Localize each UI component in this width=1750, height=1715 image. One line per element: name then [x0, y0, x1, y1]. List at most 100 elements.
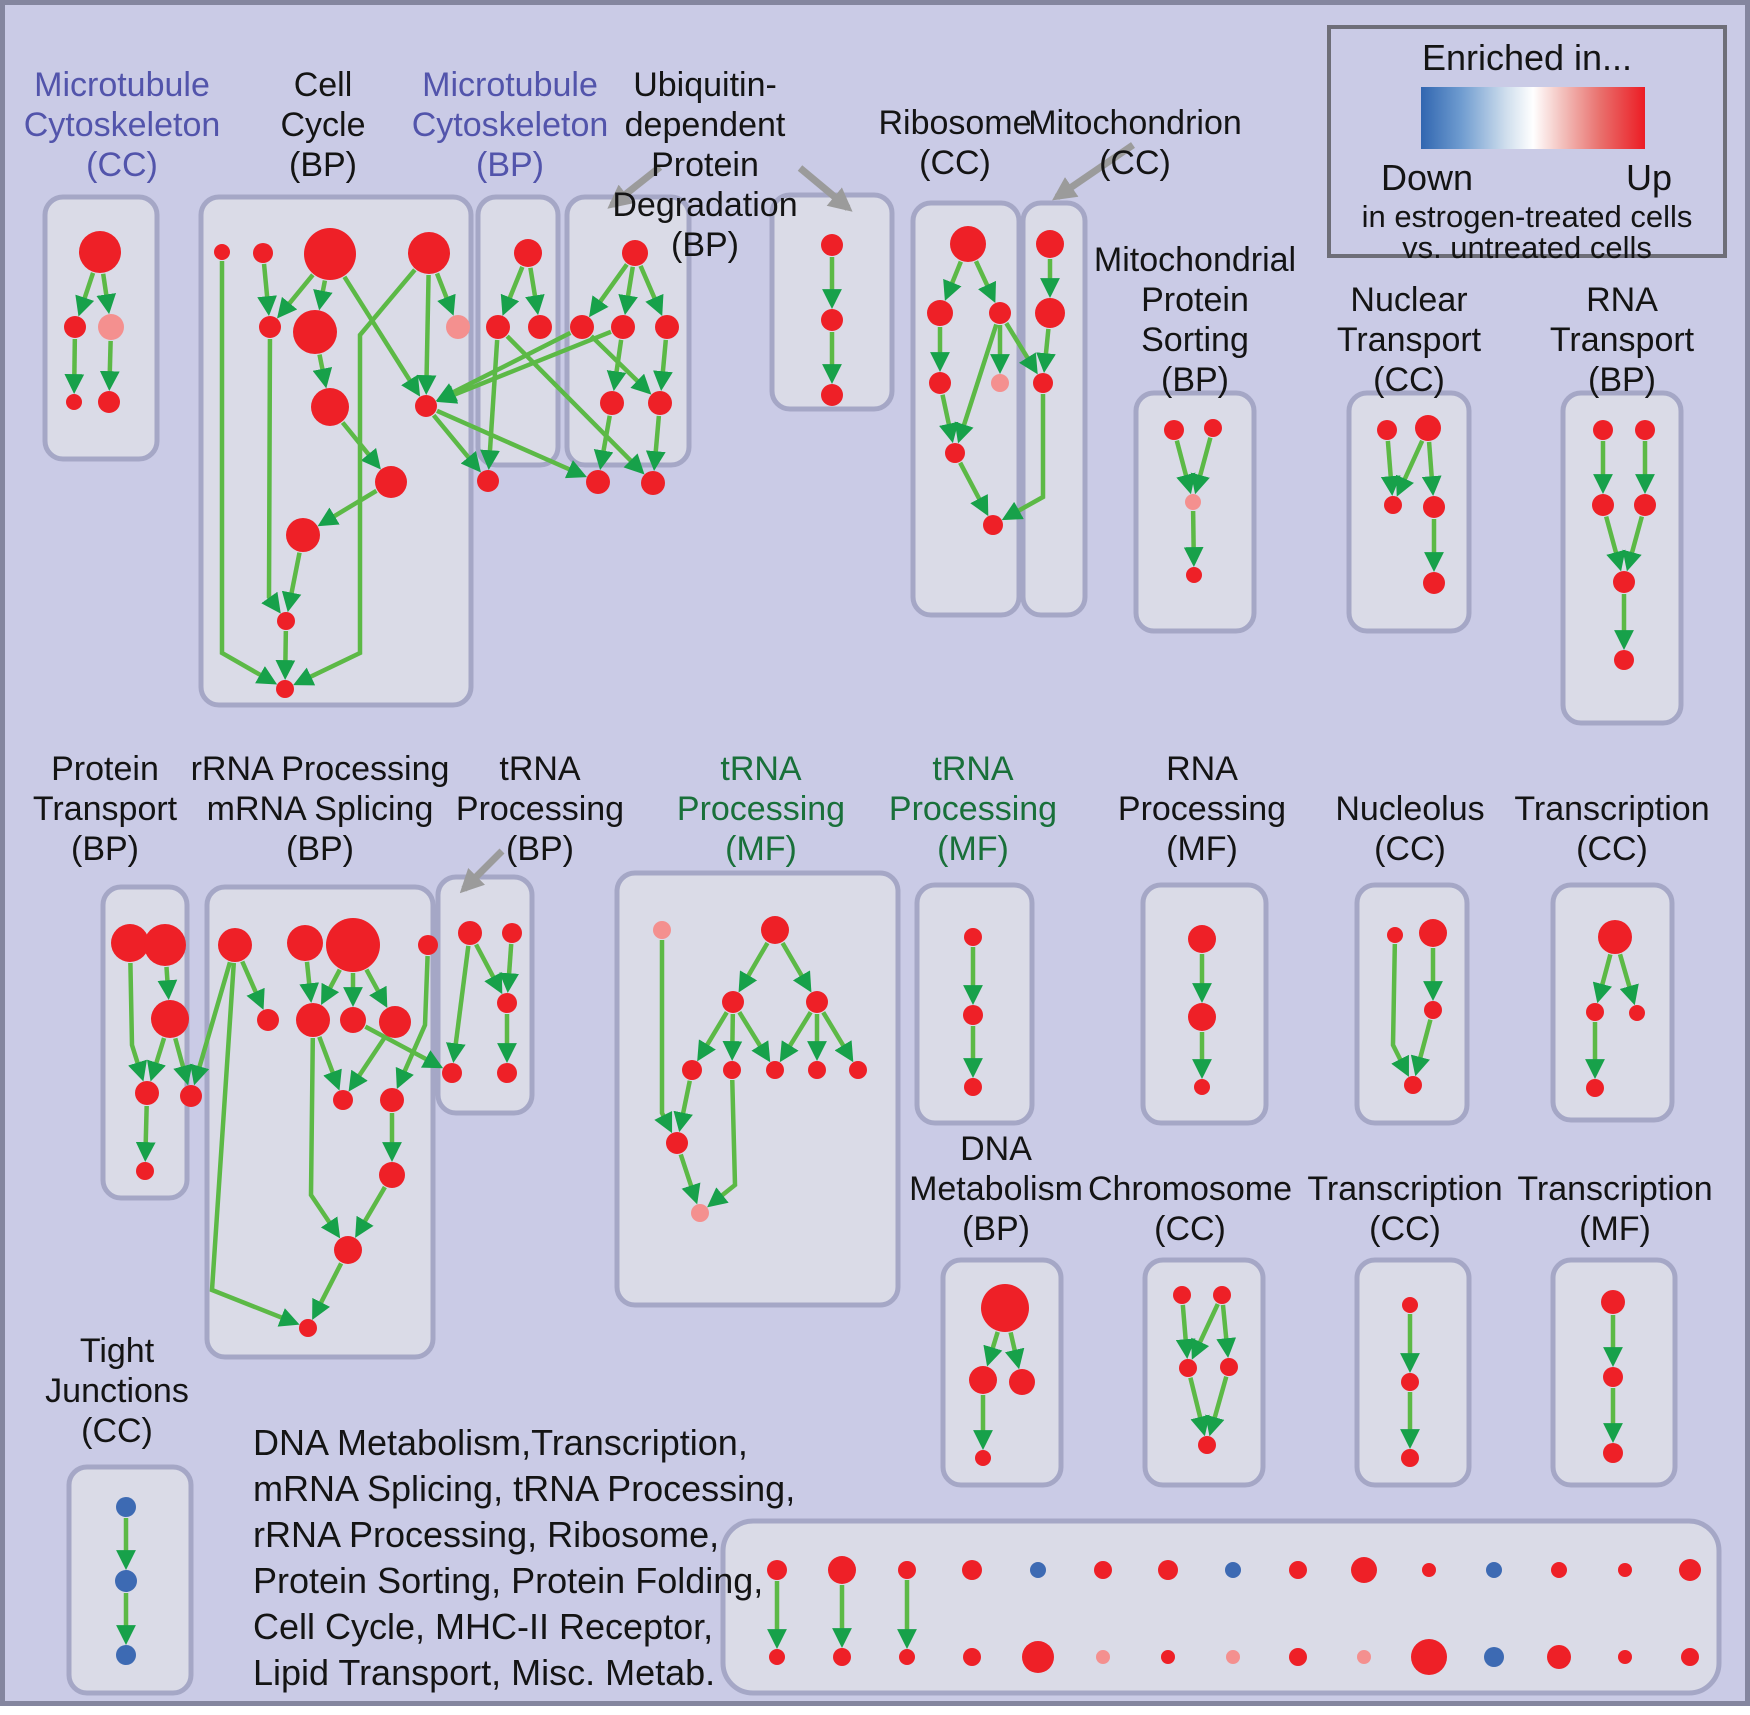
edge-arrow — [317, 488, 378, 527]
gene-node-red — [1401, 1373, 1419, 1391]
label-line: Processing — [676, 790, 846, 828]
label-line: (BP) — [671, 226, 739, 264]
gene-node-red — [1593, 420, 1613, 440]
gene-node-red — [641, 471, 665, 495]
edge-arrow — [1617, 953, 1639, 1006]
gene-node-red — [570, 315, 594, 339]
edge-arrow — [99, 340, 120, 391]
gene-node-red — [1401, 1449, 1419, 1467]
edge-arrow — [434, 272, 456, 316]
gene-node-red — [477, 470, 499, 492]
gene-node-red — [502, 923, 522, 943]
gene-node-pink — [1185, 494, 1201, 510]
gene-node-red — [1635, 420, 1655, 440]
edge-arrow — [1205, 1376, 1229, 1437]
gene-node-red — [418, 935, 438, 955]
edge-arrow — [128, 962, 147, 1082]
gene-node-red — [1377, 420, 1397, 440]
gene-node-red — [929, 372, 951, 394]
gene-node-red — [326, 918, 380, 972]
gene-node-red — [969, 1366, 997, 1394]
gene-node-red — [299, 1319, 317, 1337]
gene-node-red — [277, 612, 295, 630]
label-line: (MF) — [937, 830, 1009, 868]
label-line: Transcription — [1517, 1170, 1713, 1208]
label-line: Nuclear — [1350, 281, 1468, 319]
gene-node-red — [257, 1009, 279, 1031]
gene-node-red — [682, 1060, 702, 1080]
label-line: Processing — [455, 790, 625, 828]
edge-arrow — [939, 394, 959, 444]
edge-arrow — [277, 273, 315, 319]
gene-node-red — [136, 1162, 154, 1180]
gene-node-red — [975, 1450, 991, 1466]
label-line: Cell — [293, 66, 353, 104]
edge-arrow — [313, 280, 333, 311]
gene-node-blue — [1030, 1562, 1046, 1578]
gene-node-red — [1679, 1559, 1701, 1581]
edge-arrow — [738, 941, 770, 993]
misc-category-list: DNA Metabolism,Transcription, mRNA Splici… — [253, 1420, 795, 1696]
label-line: Ribosome — [878, 104, 1032, 142]
label-line: mRNA Splicing — [206, 790, 434, 828]
group-box-ribosome-cc — [910, 200, 1022, 618]
gene-node-red — [945, 443, 965, 463]
label-line: (CC) — [1154, 1210, 1226, 1248]
edge-arrow — [505, 334, 645, 475]
edge-arrow — [589, 263, 629, 318]
edge-arrow — [173, 1037, 193, 1086]
label-protein-transport-bp: Protein Transport (BP) — [33, 749, 177, 869]
label-transcription-cc-mid: Transcription (CC) — [1514, 789, 1709, 869]
gene-node-red — [135, 1081, 159, 1105]
gene-node-blue — [116, 1497, 136, 1517]
gene-node-red — [1194, 1079, 1210, 1095]
label-line: Junctions — [45, 1372, 189, 1410]
edge-arrow — [1036, 328, 1056, 373]
label-line: (BP) — [1587, 361, 1656, 399]
gene-node-red — [1033, 373, 1053, 393]
label-line: (BP) — [962, 1210, 1030, 1248]
legend-up-label: Up — [1625, 157, 1673, 198]
gene-node-red — [1094, 1561, 1112, 1579]
edge-arrow — [355, 1185, 387, 1238]
gene-node-blue — [115, 1570, 137, 1592]
gene-node-red — [66, 394, 82, 410]
edge-arrow — [64, 338, 85, 394]
gene-node-red — [1586, 1003, 1604, 1021]
edge-arrow — [673, 1080, 693, 1133]
label-line: Transport — [1336, 321, 1482, 359]
edge-arrow — [299, 961, 320, 1004]
gene-node-red — [375, 466, 407, 498]
label-line: Tight — [79, 1332, 155, 1370]
label-line: RNA — [1586, 281, 1658, 319]
edge-arrow — [780, 941, 812, 993]
gene-node-red — [1423, 496, 1445, 518]
annotation-arrow-ubiquitin-label-to-left-box — [607, 164, 663, 209]
gene-node-red — [1411, 1639, 1447, 1675]
edge-arrow — [436, 408, 587, 479]
label-line: Metabolism — [909, 1170, 1083, 1208]
edge-arrow — [261, 338, 281, 614]
gene-node-red — [415, 395, 437, 417]
edge-arrow — [1410, 1019, 1433, 1077]
label-line: (CC) — [1374, 830, 1446, 868]
gene-node-red — [1213, 1286, 1231, 1304]
label-line: Nucleolus — [1335, 790, 1485, 828]
misc-list-line: mRNA Splicing, tRNA Processing, — [253, 1468, 796, 1509]
gene-node-red — [1551, 1562, 1567, 1578]
gene-node-red — [821, 384, 843, 406]
label-line: Mitochondrion — [1028, 104, 1242, 142]
label-line: (MF) — [1166, 830, 1238, 868]
edge-arrow — [209, 962, 300, 1327]
edge-arrow — [1001, 394, 1046, 521]
label-rna-processing-mf: RNA Processing (MF) — [1118, 749, 1286, 869]
edge-arrow — [474, 943, 503, 995]
label-line: Transport — [32, 790, 178, 828]
gene-node-red — [334, 1236, 362, 1264]
edge-arrow — [275, 630, 296, 680]
gene-node-red — [296, 1003, 330, 1037]
gene-node-red — [983, 515, 1003, 535]
group-box-nuclear-transport-cc — [1346, 390, 1472, 634]
label-line: (CC) — [81, 1412, 153, 1450]
